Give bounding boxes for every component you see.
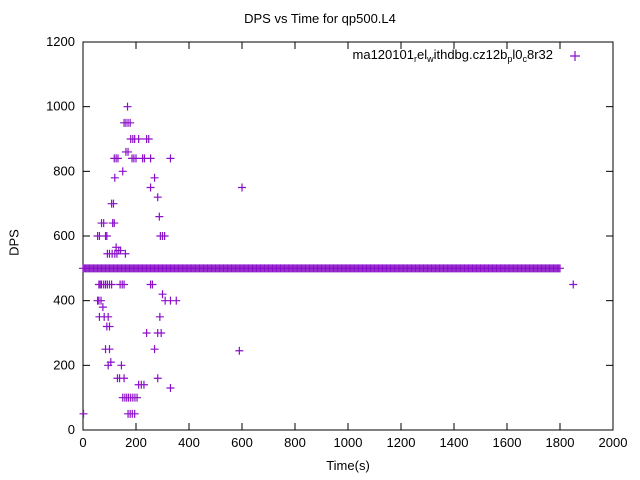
x-tick-label: 200: [125, 435, 147, 450]
scatter-points: [79, 102, 578, 418]
x-tick-label: 800: [284, 435, 306, 450]
y-tick-label: 400: [53, 293, 75, 308]
legend-text-segment: c: [522, 54, 527, 64]
legend-text-segment: el: [416, 47, 428, 62]
x-tick-label: 400: [178, 435, 200, 450]
legend-text-segment: w: [427, 54, 434, 64]
x-tick-label: 1600: [493, 435, 522, 450]
legend-entry: ma120101relwithdbg.cz12bpl0c8r32: [353, 47, 553, 64]
x-tick-label: 1200: [387, 435, 416, 450]
x-tick-label: 600: [231, 435, 253, 450]
x-tick-label: 0: [79, 435, 86, 450]
x-tick-label: 1000: [334, 435, 363, 450]
y-tick-label: 200: [53, 357, 75, 372]
x-axis-label: Time(s): [326, 458, 370, 473]
x-tick-label: 1400: [440, 435, 469, 450]
legend-text-segment: ithdbg.cz12b: [433, 47, 508, 62]
x-tick-label: 1800: [546, 435, 575, 450]
legend-text-segment: p: [507, 54, 513, 64]
y-axis-label: DPS: [6, 229, 22, 256]
x-tick-label: 2000: [599, 435, 628, 450]
legend-text-segment: ma120101: [352, 47, 414, 62]
legend-text-segment: 8r32: [526, 47, 553, 62]
legend-text-segment: r: [413, 54, 417, 64]
legend-marker: [570, 51, 580, 61]
y-tick-label: 800: [53, 163, 75, 178]
y-tick-label: 1200: [46, 34, 75, 49]
y-tick-label: 600: [53, 228, 75, 243]
y-tick-label: 0: [68, 422, 75, 437]
chart-title: DPS vs Time for qp500.L4: [244, 11, 396, 26]
legend-text-segment: l0: [512, 47, 523, 62]
y-tick-label: 1000: [46, 99, 75, 114]
